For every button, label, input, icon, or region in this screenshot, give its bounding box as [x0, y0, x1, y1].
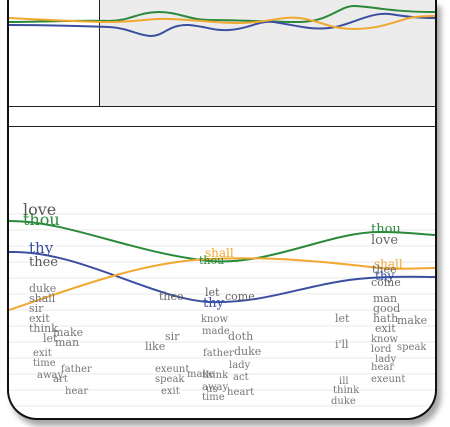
word-man[interactable]: man: [55, 336, 79, 349]
word-think[interactable]: think: [29, 322, 58, 335]
overview-line-thou: [9, 4, 435, 24]
word-make[interactable]: make: [53, 326, 83, 339]
series-label-thee[interactable]: thee: [372, 263, 397, 276]
word-speak[interactable]: speak: [155, 374, 185, 385]
word-duke[interactable]: duke: [234, 345, 261, 358]
word-duke[interactable]: duke: [331, 396, 356, 407]
overview-line-thy: [9, 12, 435, 38]
word-hear[interactable]: hear: [65, 386, 88, 397]
word-ill[interactable]: i'll: [335, 338, 349, 351]
word-hath[interactable]: hath: [373, 312, 398, 325]
word-father[interactable]: father: [203, 348, 234, 359]
word-away[interactable]: away: [202, 382, 228, 393]
series-label-come[interactable]: come: [371, 276, 401, 289]
gridlines: [9, 213, 435, 407]
word-sir[interactable]: sir: [29, 302, 44, 315]
series-label-thy[interactable]: thy: [203, 296, 225, 311]
series-label-love[interactable]: love: [371, 233, 398, 248]
word-act[interactable]: act: [233, 372, 249, 383]
word-hear[interactable]: hear: [371, 362, 394, 373]
series-label-come[interactable]: come: [225, 290, 255, 303]
word-think[interactable]: think: [333, 385, 360, 396]
word-speak[interactable]: speak: [397, 342, 427, 353]
word-exit[interactable]: exit: [33, 348, 52, 359]
word-good[interactable]: good: [373, 302, 400, 315]
series-label-love[interactable]: love: [23, 200, 56, 219]
word-lady[interactable]: lady: [375, 354, 397, 365]
overview-chart: [9, 0, 435, 107]
series-label-thou[interactable]: thou: [23, 210, 60, 229]
word-doth[interactable]: doth: [228, 330, 253, 343]
word-sir[interactable]: sir: [165, 330, 180, 343]
word-art[interactable]: art: [53, 374, 68, 385]
word-know[interactable]: know: [201, 314, 229, 325]
word-us[interactable]: us: [206, 384, 218, 395]
word-think[interactable]: think: [202, 370, 229, 381]
main-chart: love thou thy thee shall thou thee let t…: [9, 200, 435, 407]
series-label-shall[interactable]: shall: [374, 257, 403, 271]
word-time[interactable]: time: [33, 358, 56, 369]
series-label-thy[interactable]: thy: [375, 269, 395, 283]
overview-lines: [9, 4, 435, 38]
word-away[interactable]: away: [37, 370, 63, 381]
word-exit[interactable]: exit: [29, 312, 50, 325]
word-heart[interactable]: heart: [227, 387, 254, 398]
word-know[interactable]: know: [371, 334, 399, 345]
series-label-thou[interactable]: thou: [199, 254, 224, 267]
word-make[interactable]: make: [397, 314, 427, 327]
series-label-thou[interactable]: thou: [371, 222, 401, 237]
series-label-thee[interactable]: thee: [29, 255, 58, 270]
main-line-thy: [9, 250, 435, 304]
word-man[interactable]: man: [373, 292, 397, 305]
word-make[interactable]: make: [187, 369, 215, 380]
series-label-thy[interactable]: thy: [29, 239, 54, 257]
word-time[interactable]: time: [202, 392, 225, 403]
word-father[interactable]: father: [61, 364, 92, 375]
word-duke[interactable]: duke: [29, 282, 56, 295]
word-let[interactable]: let: [335, 312, 350, 325]
word-exeunt[interactable]: exeunt: [371, 374, 405, 385]
labels-right: thou love shall thee thy come: [371, 222, 403, 289]
main-line-shall: [9, 257, 435, 311]
series-label-thee[interactable]: thee: [159, 290, 184, 303]
overview-brush-selection[interactable]: [99, 0, 435, 106]
word-exeunt[interactable]: exeunt: [155, 364, 189, 375]
word-cloud-left: dukeshallsirexitthinkletexittimemakemanf…: [29, 282, 92, 397]
word-let[interactable]: let: [43, 332, 58, 345]
timeline-visualization-window: love thou thy thee shall thou thee let t…: [7, 0, 437, 420]
word-like[interactable]: like: [145, 340, 165, 353]
word-made[interactable]: made: [202, 326, 230, 337]
word-shall[interactable]: shall: [29, 292, 56, 305]
series-label-let[interactable]: let: [205, 286, 220, 299]
word-lord[interactable]: lord: [371, 344, 392, 355]
panel-divider: [9, 126, 435, 127]
labels-middle: shall thou thee let thy come: [159, 246, 255, 311]
labels-left: love thou thy thee: [23, 200, 60, 270]
word-exit[interactable]: exit: [375, 322, 396, 335]
word-ill[interactable]: ill: [339, 376, 349, 387]
word-lady[interactable]: lady: [229, 360, 251, 371]
overview-line-shall: [9, 15, 435, 31]
word-exit[interactable]: exit: [161, 386, 180, 397]
series-label-shall[interactable]: shall: [205, 246, 234, 260]
